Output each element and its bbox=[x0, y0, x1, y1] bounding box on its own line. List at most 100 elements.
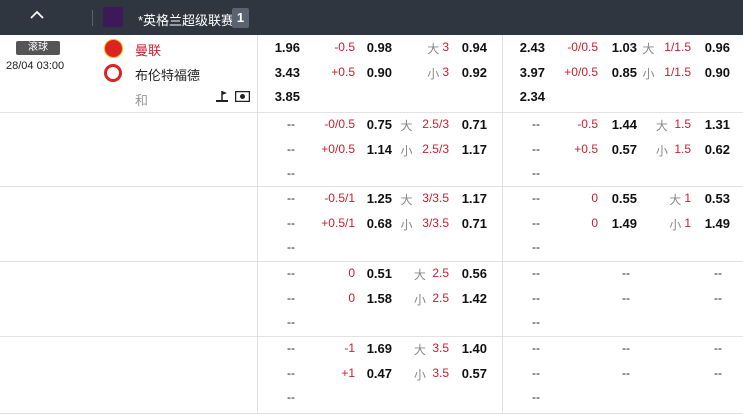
odds-block: -- 0 0.51 大 2.5 0.56 -- -- -- -- 0 1.58 小 2.5 1.42 -- --… bbox=[0, 261, 743, 337]
handicap-odds[interactable]: 1.14 bbox=[366, 141, 392, 157]
half-ou-odds[interactable]: 1.31 bbox=[704, 117, 730, 132]
half-handicap-odds[interactable]: 1.49 bbox=[611, 215, 637, 231]
home-odds: -- bbox=[287, 141, 295, 156]
handicap-odds[interactable]: 0.90 bbox=[366, 64, 392, 80]
half-handicap-odds[interactable]: 0.85 bbox=[611, 64, 637, 80]
half-ou-line: 1/1.5 bbox=[664, 64, 691, 79]
half-handicap-odds[interactable]: 0.55 bbox=[611, 191, 637, 206]
ou-odds[interactable]: 0.56 bbox=[461, 266, 487, 281]
ou-side: 大 bbox=[413, 268, 426, 282]
live-badge: 滚球 bbox=[16, 41, 60, 55]
handicap-odds[interactable]: 0.98 bbox=[366, 40, 392, 55]
handicap-odds[interactable]: 0.51 bbox=[366, 266, 392, 281]
half-handicap-odds[interactable]: 0.57 bbox=[611, 141, 637, 157]
ou-odds[interactable]: 0.92 bbox=[461, 64, 487, 80]
half-handicap: 0 bbox=[591, 191, 598, 205]
handicap-odds[interactable]: 1.58 bbox=[366, 290, 392, 306]
half-ou-line: 1.5 bbox=[674, 117, 691, 131]
half-handicap-odds[interactable]: 1.03 bbox=[611, 40, 637, 55]
match-count-badge: 1 bbox=[232, 8, 249, 28]
half-1x2-odds: -- bbox=[532, 390, 540, 404]
half-1x2-odds[interactable]: 2.34 bbox=[519, 89, 545, 104]
home-odds: -- bbox=[287, 191, 295, 205]
half-handicap-odds[interactable]: 1.44 bbox=[611, 117, 637, 132]
half-ou-side: 小 bbox=[642, 66, 655, 81]
pitch-flag-icon[interactable] bbox=[215, 89, 229, 103]
ou-line: 3/3.5 bbox=[422, 215, 449, 230]
half-ou-line: 1.5 bbox=[674, 141, 691, 156]
home-odds[interactable]: 1.96 bbox=[274, 40, 300, 55]
home-odds: -- bbox=[287, 365, 295, 380]
handicap-odds[interactable]: 1.69 bbox=[366, 341, 392, 356]
ou-line: 3/3.5 bbox=[422, 191, 449, 205]
half-1x2-odds: -- bbox=[532, 290, 540, 305]
home-odds: -- bbox=[287, 117, 295, 131]
ou-side: 小 bbox=[400, 217, 413, 232]
handicap: +1 bbox=[341, 365, 355, 380]
home-odds[interactable]: 3.85 bbox=[274, 89, 300, 104]
ou-line: 3.5 bbox=[432, 341, 449, 355]
handicap: -0/0.5 bbox=[324, 117, 355, 131]
divider bbox=[502, 35, 503, 413]
ou-line: 3 bbox=[442, 64, 449, 79]
handicap: 0 bbox=[348, 266, 355, 280]
half-1x2-odds[interactable]: 3.97 bbox=[519, 64, 545, 80]
home-odds[interactable]: 3.43 bbox=[274, 64, 300, 80]
ou-line: 2.5/3 bbox=[422, 117, 449, 131]
ou-odds[interactable]: 0.94 bbox=[461, 40, 487, 55]
handicap: -0.5/1 bbox=[324, 191, 355, 205]
ou-side: 大 bbox=[400, 119, 413, 133]
league-title[interactable]: *英格兰超级联赛 bbox=[138, 13, 235, 28]
half-handicap: -0/0.5 bbox=[567, 40, 598, 54]
ou-odds[interactable]: 1.17 bbox=[461, 191, 487, 206]
divider bbox=[92, 10, 93, 26]
ou-odds[interactable]: 0.71 bbox=[461, 215, 487, 231]
half-ou-odds: -- bbox=[714, 290, 722, 305]
half-ou-odds[interactable]: 0.96 bbox=[704, 40, 730, 55]
half-handicap: -0.5 bbox=[577, 117, 598, 131]
home-odds: -- bbox=[287, 315, 295, 329]
ou-side: 小 bbox=[413, 367, 426, 382]
handicap: +0/0.5 bbox=[321, 141, 355, 156]
ou-line: 2.5/3 bbox=[422, 141, 449, 156]
ou-line: 3 bbox=[442, 40, 449, 54]
half-ou-odds[interactable]: 0.90 bbox=[704, 64, 730, 80]
chevron-up-icon[interactable] bbox=[28, 8, 46, 22]
odds-block: -- -0/0.5 0.75 大 2.5/3 0.71 -- -0.5 1.44 大 1.5 1.31… bbox=[0, 112, 743, 187]
handicap: +0.5 bbox=[331, 64, 355, 79]
half-1x2-odds: -- bbox=[532, 215, 540, 230]
half-ou-side: 小 bbox=[655, 143, 668, 158]
ou-odds[interactable]: 1.40 bbox=[461, 341, 487, 356]
odds-block: -- -0.5/1 1.25 大 3/3.5 1.17 -- 0 0.55 大 1 0.53 -- +0.… bbox=[0, 186, 743, 262]
ou-odds[interactable]: 1.42 bbox=[461, 290, 487, 306]
half-ou-side: 大 bbox=[642, 42, 655, 56]
ou-odds[interactable]: 0.71 bbox=[461, 117, 487, 132]
handicap: -0.5 bbox=[334, 40, 355, 54]
draw-label: 和 bbox=[135, 93, 149, 108]
handicap: +0.5/1 bbox=[321, 215, 355, 230]
ou-side: 大 bbox=[427, 42, 440, 56]
ou-odds[interactable]: 1.17 bbox=[461, 141, 487, 157]
half-ou-line: 1/1.5 bbox=[664, 40, 691, 54]
handicap-odds[interactable]: 1.25 bbox=[366, 191, 392, 206]
handicap-odds[interactable]: 0.75 bbox=[366, 117, 392, 132]
video-icon[interactable] bbox=[235, 91, 250, 102]
half-ou-odds[interactable]: 0.53 bbox=[704, 191, 730, 206]
odds-block: 1.96 -0.5 0.98 大 3 0.94 2.43 -0/0.5 1.03 大 1/1.5 0.… bbox=[0, 35, 743, 113]
half-ou-odds[interactable]: 1.49 bbox=[704, 215, 730, 231]
handicap-odds[interactable]: 0.47 bbox=[366, 365, 392, 381]
half-1x2-odds[interactable]: 2.43 bbox=[519, 40, 545, 55]
ou-line: 3.5 bbox=[432, 365, 449, 380]
ou-odds[interactable]: 0.57 bbox=[461, 365, 487, 381]
ou-side: 小 bbox=[427, 66, 440, 81]
home-odds: -- bbox=[287, 215, 295, 230]
odds-block: -- -1 1.69 大 3.5 1.40 -- -- -- -- +1 0.47 小 3.5 0.57 --… bbox=[0, 336, 743, 414]
handicap-odds[interactable]: 0.68 bbox=[366, 215, 392, 231]
away-team[interactable]: 布伦特福德 bbox=[135, 68, 201, 83]
half-ou-odds[interactable]: 0.62 bbox=[704, 141, 730, 157]
half-ou-side: 大 bbox=[655, 119, 668, 133]
home-team[interactable]: 曼联 bbox=[135, 43, 162, 58]
home-odds: -- bbox=[287, 341, 295, 355]
half-handicap-odds: -- bbox=[622, 341, 630, 355]
ou-line: 2.5 bbox=[432, 266, 449, 280]
